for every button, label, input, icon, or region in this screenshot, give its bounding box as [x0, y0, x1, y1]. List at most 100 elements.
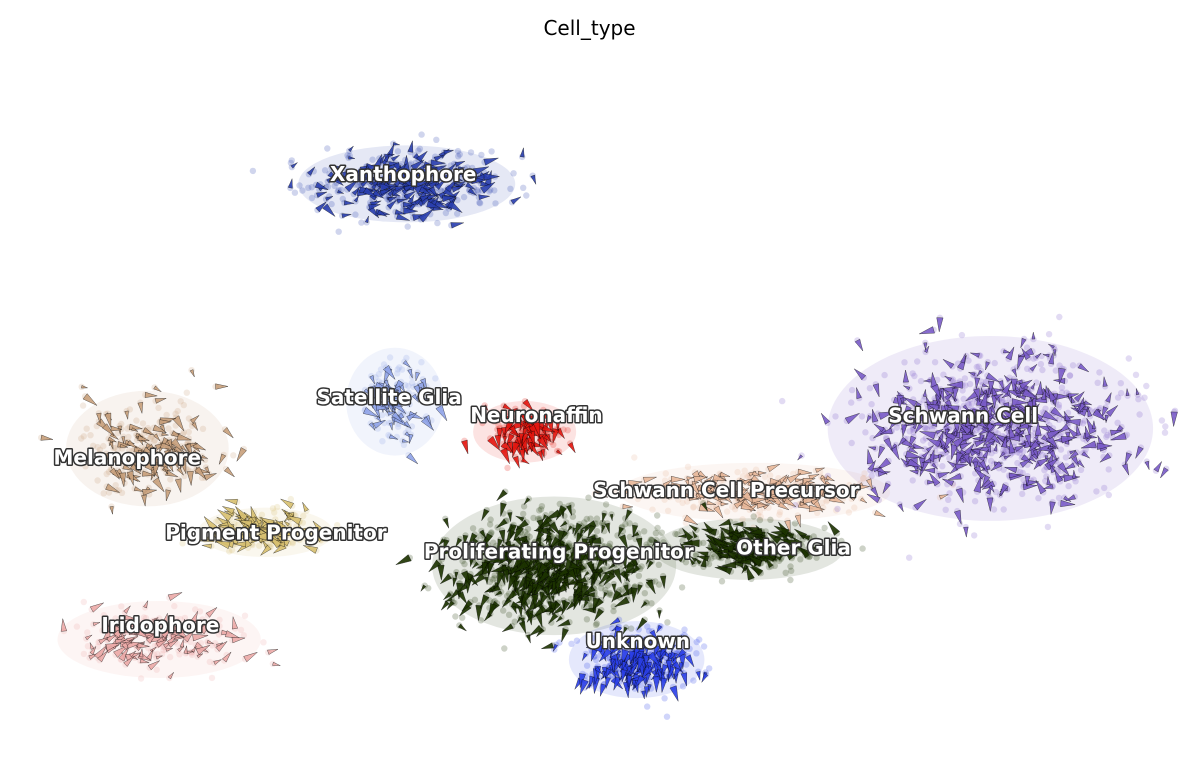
data-point [256, 542, 263, 549]
data-point [82, 463, 89, 470]
data-point [1065, 482, 1072, 490]
data-point [476, 199, 483, 206]
data-point [137, 675, 145, 682]
data-point [271, 509, 278, 516]
data-point [177, 616, 184, 623]
data-point [415, 147, 422, 154]
data-point [1135, 396, 1142, 403]
data-point [658, 529, 665, 536]
data-point [693, 650, 700, 657]
data-point [678, 584, 686, 591]
data-point [776, 508, 784, 516]
velocity-arrow [272, 661, 281, 666]
data-point [700, 643, 708, 650]
data-point [133, 617, 140, 624]
data-point [190, 623, 197, 631]
data-point [199, 616, 206, 623]
data-point [380, 361, 388, 368]
cluster-halo-satellite-glia [346, 347, 444, 456]
data-point [1161, 429, 1169, 436]
data-point [240, 632, 247, 639]
data-point [510, 170, 517, 177]
data-point [118, 489, 126, 496]
data-point [644, 703, 651, 710]
data-point [192, 606, 199, 613]
data-point [750, 513, 757, 520]
data-point [408, 379, 416, 386]
data-point [155, 404, 162, 412]
data-point [156, 615, 163, 622]
data-point [84, 643, 92, 650]
data-point [260, 639, 267, 646]
data-point [756, 516, 764, 524]
data-point [160, 646, 167, 654]
data-point [352, 211, 359, 218]
data-point [73, 623, 81, 630]
data-point [1044, 523, 1052, 531]
data-point [179, 540, 186, 547]
data-point [78, 435, 85, 442]
data-point [230, 452, 237, 459]
data-point [237, 626, 245, 634]
data-point [631, 454, 638, 461]
data-point [306, 529, 313, 536]
data-point [287, 159, 295, 167]
data-point [868, 401, 875, 408]
data-point [304, 534, 312, 541]
data-point [787, 576, 794, 584]
data-point [216, 616, 223, 623]
data-point [945, 496, 952, 503]
velocity-arrow [567, 442, 576, 454]
data-point [335, 228, 342, 235]
data-point [165, 425, 172, 432]
data-point [990, 506, 998, 513]
data-point [971, 498, 979, 505]
data-point [211, 624, 218, 632]
data-point [690, 677, 697, 684]
data-point [94, 643, 101, 650]
data-point [1136, 411, 1143, 418]
data-point [858, 413, 866, 420]
data-point [564, 427, 571, 434]
data-point [386, 354, 394, 361]
data-point [177, 398, 184, 405]
data-point [1069, 362, 1077, 369]
data-point [1056, 313, 1063, 321]
data-point [377, 366, 385, 373]
data-point [87, 432, 94, 439]
data-point [1162, 423, 1169, 430]
data-point [782, 569, 789, 576]
data-point [166, 653, 174, 661]
data-point [213, 518, 220, 525]
data-point [1132, 371, 1140, 378]
data-point [321, 167, 329, 174]
data-point [939, 463, 946, 470]
data-point [303, 536, 311, 543]
data-point [1093, 488, 1100, 495]
data-point [1066, 372, 1074, 379]
data-point [228, 546, 236, 554]
data-point [80, 650, 88, 658]
data-point [287, 495, 294, 503]
data-point [662, 470, 669, 477]
data-point [176, 651, 183, 658]
data-point [504, 464, 511, 472]
data-point [432, 375, 439, 382]
data-point [520, 510, 527, 518]
data-point [274, 503, 281, 511]
data-point [946, 490, 953, 497]
data-point [328, 200, 335, 208]
data-point [369, 156, 376, 163]
data-point [80, 433, 88, 440]
data-point [1023, 365, 1031, 372]
data-point [196, 608, 204, 615]
data-point [1045, 331, 1053, 338]
data-point [249, 541, 256, 549]
data-point [454, 147, 462, 155]
data-point [378, 411, 386, 419]
data-point [126, 447, 133, 454]
data-point [94, 443, 101, 451]
data-point [958, 331, 966, 339]
data-point [1052, 367, 1060, 374]
